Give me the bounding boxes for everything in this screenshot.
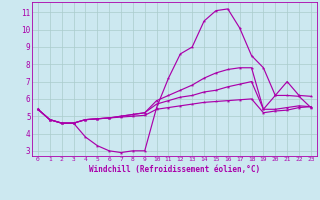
- X-axis label: Windchill (Refroidissement éolien,°C): Windchill (Refroidissement éolien,°C): [89, 165, 260, 174]
